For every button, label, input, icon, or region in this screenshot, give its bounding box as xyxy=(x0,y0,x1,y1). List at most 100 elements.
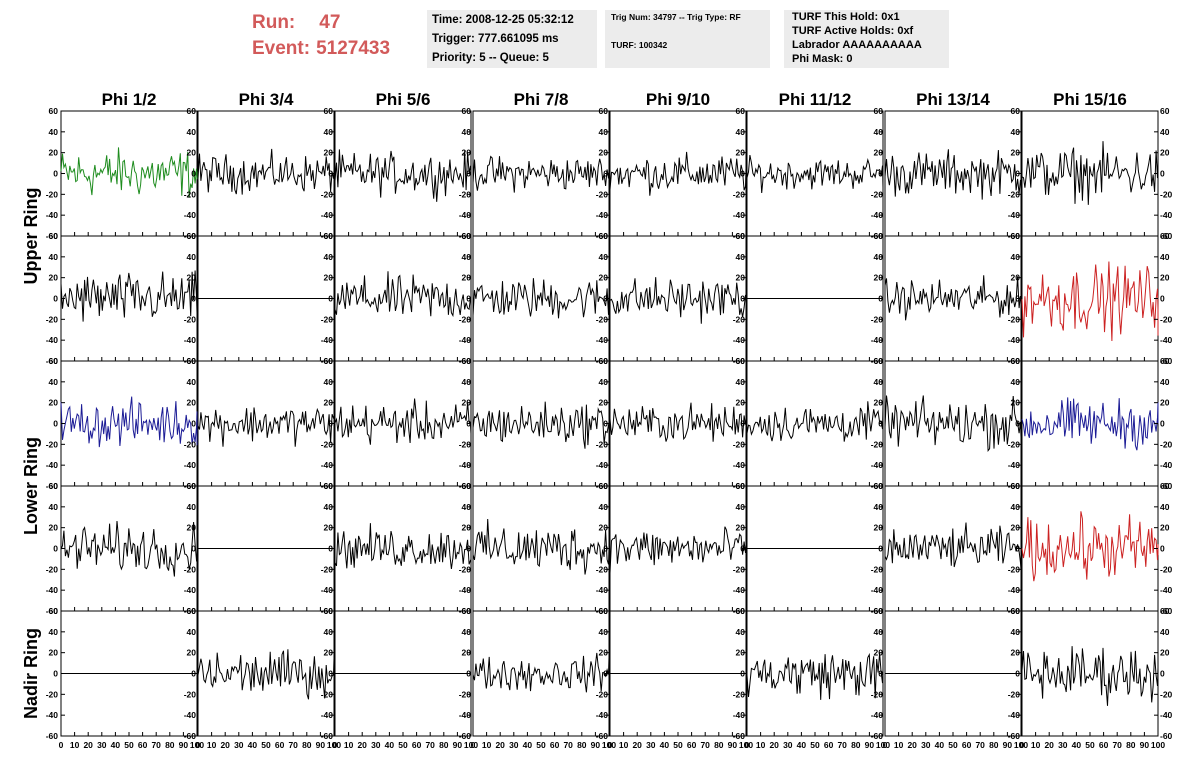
waveform-r3-c2 xyxy=(197,407,335,447)
waveform-r2-c8 xyxy=(1021,261,1159,342)
y-tick-label-r1-c3-6: 60 xyxy=(324,106,334,116)
y-tick-label-r4-c2-3: 0 xyxy=(191,544,196,554)
y-tick-label-r2-c7-4: 20 xyxy=(874,273,884,283)
waveform-r2-c4 xyxy=(472,278,610,319)
y-tick-label-r5-c7-2: -20 xyxy=(871,689,884,699)
x-tick-label-c3-9: 90 xyxy=(453,740,463,750)
x-tick-label-c6-5: 50 xyxy=(810,740,820,750)
y-tick-label-r1-c4-6: 60 xyxy=(462,106,472,116)
y-tick-label-r4-c8-3: 0 xyxy=(1015,544,1020,554)
waveform-r4-c4 xyxy=(472,518,610,575)
panel-frame-r3-c7 xyxy=(884,360,1022,487)
y-tick-label-r3-c4-5: 40 xyxy=(462,377,472,387)
x-tick-label-c7-10: 100 xyxy=(1014,740,1028,750)
x-tick-label-c8-8: 80 xyxy=(1126,740,1136,750)
y-tick-label-right-r3-5: 40 xyxy=(1160,377,1170,387)
y-tick-label-r1-c1-4: 20 xyxy=(49,148,59,158)
y-tick-label-r1-c8-2: -20 xyxy=(1008,189,1021,199)
y-tick-label-r2-c4-1: -40 xyxy=(459,335,472,345)
waveform-r1-c7 xyxy=(884,149,1022,200)
y-tick-label-r3-c1-0: -60 xyxy=(46,481,59,491)
row-title-1: Upper Ring xyxy=(21,188,41,285)
y-tick-label-r3-c3-1: -40 xyxy=(321,460,334,470)
y-tick-label-r4-c2-2: -20 xyxy=(184,564,197,574)
y-tick-label-r3-c6-6: 60 xyxy=(736,356,746,366)
event-line: Event: 5127433 xyxy=(252,36,422,62)
y-tick-label-r4-c7-4: 20 xyxy=(874,523,884,533)
x-tick-label-c3-10: 100 xyxy=(464,740,478,750)
y-tick-label-r3-c2-4: 20 xyxy=(187,398,197,408)
y-tick-label-r4-c4-3: 0 xyxy=(466,544,471,554)
y-tick-label-right-r2-5: 40 xyxy=(1160,252,1170,262)
y-tick-label-r2-c6-2: -20 xyxy=(733,314,746,324)
y-tick-label-r3-c6-2: -20 xyxy=(733,439,746,449)
y-tick-label-r3-c3-4: 20 xyxy=(324,398,334,408)
y-tick-label-right-r3-4: 20 xyxy=(1160,398,1170,408)
y-tick-label-r4-c3-2: -20 xyxy=(321,564,334,574)
y-tick-label-right-r1-6: 60 xyxy=(1160,106,1170,116)
x-tick-label-c6-6: 60 xyxy=(824,740,834,750)
y-tick-label-r3-c6-5: 40 xyxy=(736,377,746,387)
x-tick-label-c1-3: 30 xyxy=(97,740,107,750)
x-tick-label-c2-9: 90 xyxy=(316,740,326,750)
y-tick-label-r1-c7-4: 20 xyxy=(874,148,884,158)
y-tick-label-r2-c2-6: 60 xyxy=(187,231,197,241)
y-tick-label-r1-c5-2: -20 xyxy=(596,189,609,199)
waveform-r3-c7 xyxy=(884,395,1022,452)
panel-frame-r2-c3 xyxy=(334,235,472,362)
y-tick-label-r1-c1-0: -60 xyxy=(46,231,59,241)
y-tick-label-r1-c2-5: 40 xyxy=(187,127,197,137)
x-tick-label-c1-9: 90 xyxy=(179,740,189,750)
y-tick-label-r1-c3-4: 20 xyxy=(324,148,334,158)
x-tick-label-c6-2: 20 xyxy=(769,740,779,750)
y-tick-label-right-r5-2: -20 xyxy=(1160,689,1173,699)
x-tick-label-c5-4: 40 xyxy=(660,740,670,750)
x-tick-label-c1-5: 50 xyxy=(124,740,134,750)
y-tick-label-r2-c1-3: 0 xyxy=(53,294,58,304)
trigger-info-box: Trig Num: 34797 -- Trig Type: RF TURF: 1… xyxy=(605,10,770,68)
y-tick-label-r5-c6-3: 0 xyxy=(740,669,745,679)
x-tick-label-c8-6: 60 xyxy=(1099,740,1109,750)
x-tick-label-c2-7: 70 xyxy=(288,740,298,750)
y-tick-label-right-r4-3: 0 xyxy=(1160,544,1165,554)
y-tick-label-r2-c6-4: 20 xyxy=(736,273,746,283)
waveform-r5-c4 xyxy=(472,652,610,693)
y-tick-label-r3-c3-3: 0 xyxy=(328,419,333,429)
y-tick-label-r1-c7-2: -20 xyxy=(871,189,884,199)
y-tick-label-r5-c5-2: -20 xyxy=(596,689,609,699)
y-tick-label-right-r5-5: 40 xyxy=(1160,627,1170,637)
y-tick-label-r2-c3-4: 20 xyxy=(324,273,334,283)
y-tick-label-r2-c2-5: 40 xyxy=(187,252,197,262)
y-tick-label-r1-c3-2: -20 xyxy=(321,189,334,199)
y-tick-label-r2-c7-5: 40 xyxy=(874,252,884,262)
y-tick-label-r3-c2-6: 60 xyxy=(187,356,197,366)
y-tick-label-r3-c1-2: -20 xyxy=(46,439,59,449)
y-tick-label-r5-c1-4: 20 xyxy=(49,648,59,658)
y-tick-label-right-r5-0: -60 xyxy=(1160,731,1173,741)
x-tick-label-c5-0: 0 xyxy=(608,740,613,750)
waveform-r1-c8 xyxy=(1021,141,1159,205)
y-tick-label-right-r4-6: 60 xyxy=(1160,481,1170,491)
x-tick-label-c8-9: 90 xyxy=(1140,740,1150,750)
y-tick-label-r3-c3-6: 60 xyxy=(324,356,334,366)
y-tick-label-r2-c4-4: 20 xyxy=(462,273,472,283)
run-line: Run: 47 xyxy=(252,10,422,36)
y-tick-label-right-r3-6: 60 xyxy=(1160,356,1170,366)
y-tick-label-r5-c6-5: 40 xyxy=(736,627,746,637)
run-label: Run: xyxy=(252,12,296,33)
x-tick-label-c3-1: 10 xyxy=(344,740,354,750)
x-tick-label-c1-4: 40 xyxy=(111,740,121,750)
row-title-3: Nadir Ring xyxy=(21,628,41,719)
x-tick-label-c4-6: 60 xyxy=(550,740,560,750)
y-tick-label-r3-c7-4: 20 xyxy=(874,398,884,408)
x-tick-label-c6-9: 90 xyxy=(865,740,875,750)
y-tick-label-r2-c5-4: 20 xyxy=(599,273,609,283)
x-tick-label-c6-1: 10 xyxy=(756,740,766,750)
x-tick-label-c8-7: 70 xyxy=(1112,740,1122,750)
x-tick-label-c3-5: 50 xyxy=(398,740,408,750)
x-tick-label-c5-7: 70 xyxy=(700,740,710,750)
y-tick-label-r4-c6-4: 20 xyxy=(736,523,746,533)
y-tick-label-r5-c8-4: 20 xyxy=(1011,648,1021,658)
y-tick-label-right-r1-1: -40 xyxy=(1160,210,1173,220)
y-tick-label-r3-c4-3: 0 xyxy=(466,419,471,429)
